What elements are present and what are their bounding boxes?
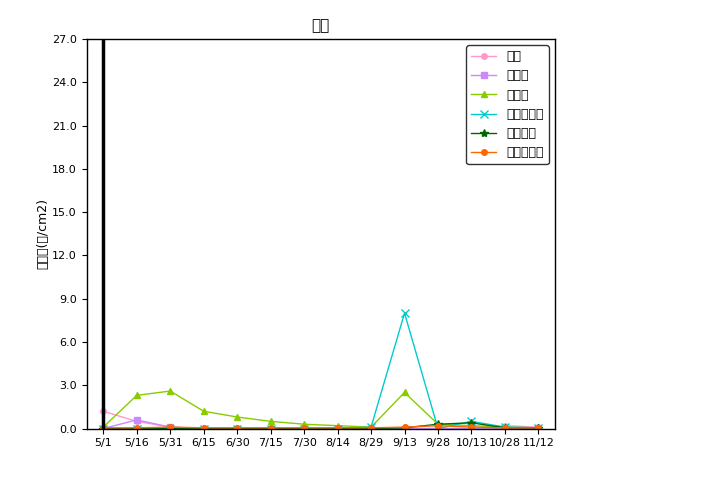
ブタクサ属 [400, 310, 409, 316]
ブタクサ属 [199, 426, 208, 431]
ヒノキ [199, 426, 208, 431]
ヨモギ属 [266, 426, 275, 431]
スギ [99, 408, 107, 414]
イネ科 [166, 388, 174, 394]
イネ科 [467, 423, 476, 429]
ヒノキ [166, 424, 174, 430]
カナムグラ [433, 423, 442, 429]
イネ科 [333, 423, 342, 429]
ヨモギ属 [233, 426, 242, 431]
Line: カナムグラ: カナムグラ [100, 423, 541, 431]
イネ科 [433, 421, 442, 427]
カナムグラ [266, 425, 275, 431]
カナムグラ [133, 425, 141, 431]
カナムグラ [99, 425, 107, 431]
スギ [467, 426, 476, 431]
イネ科 [133, 393, 141, 398]
ヨモギ属 [99, 426, 107, 431]
Line: ヨモギ属: ヨモギ属 [99, 419, 543, 433]
ヒノキ [266, 426, 275, 431]
スギ [333, 426, 342, 431]
ヨモギ属 [166, 426, 174, 431]
イネ科 [300, 421, 309, 427]
イネ科 [500, 424, 509, 430]
ヨモギ属 [534, 425, 543, 431]
Line: ヒノキ: ヒノキ [100, 417, 541, 431]
ヨモギ属 [433, 421, 442, 427]
Legend: スギ, ヒノキ, イネ科, ブタクサ属, ヨモギ属, カナムグラ: スギ, ヒノキ, イネ科, ブタクサ属, ヨモギ属, カナムグラ [466, 45, 549, 165]
ヨモギ属 [367, 426, 376, 431]
ヨモギ属 [467, 420, 476, 426]
ヨモギ属 [400, 425, 409, 431]
イネ科 [266, 418, 275, 424]
カナムグラ [166, 424, 174, 430]
Line: ブタクサ属: ブタクサ属 [99, 309, 543, 433]
スギ [199, 426, 208, 431]
イネ科 [199, 408, 208, 414]
イネ科 [534, 425, 543, 431]
スギ [534, 424, 543, 430]
カナムグラ [199, 425, 208, 431]
ブタクサ属 [367, 424, 376, 430]
スギ [300, 426, 309, 431]
ブタクサ属 [300, 426, 309, 431]
ブタクサ属 [99, 426, 107, 431]
スギ [500, 423, 509, 429]
Line: イネ科: イネ科 [99, 388, 542, 431]
ヒノキ [333, 426, 342, 431]
ブタクサ属 [333, 426, 342, 431]
スギ [266, 426, 275, 431]
ヒノキ [99, 426, 107, 431]
ブタクサ属 [266, 426, 275, 431]
スギ [233, 426, 242, 431]
イネ科 [233, 414, 242, 420]
ヒノキ [433, 426, 442, 431]
ブタクサ属 [233, 426, 242, 431]
ブタクサ属 [534, 425, 543, 431]
ヒノキ [500, 426, 509, 431]
スギ [400, 426, 409, 431]
カナムグラ [500, 425, 509, 431]
カナムグラ [333, 425, 342, 431]
ヨモギ属 [300, 426, 309, 431]
ヨモギ属 [500, 425, 509, 431]
Y-axis label: 花粉数(個/cm2): 花粉数(個/cm2) [36, 198, 49, 269]
カナムグラ [367, 425, 376, 431]
カナムグラ [400, 424, 409, 430]
Line: スギ: スギ [100, 409, 541, 431]
ヨモギ属 [199, 426, 208, 431]
カナムグラ [233, 425, 242, 431]
ヒノキ [367, 426, 376, 431]
ヒノキ [133, 417, 141, 423]
カナムグラ [467, 424, 476, 430]
ブタクサ属 [166, 426, 174, 431]
ヒノキ [300, 426, 309, 431]
イネ科 [99, 424, 107, 430]
イネ科 [367, 424, 376, 430]
ヨモギ属 [133, 426, 141, 431]
ヒノキ [400, 426, 409, 431]
ブタクサ属 [133, 426, 141, 431]
ヒノキ [534, 426, 543, 431]
カナムグラ [534, 425, 543, 431]
スギ [367, 426, 376, 431]
ブタクサ属 [433, 426, 442, 431]
イネ科 [400, 390, 409, 395]
ブタクサ属 [500, 424, 509, 430]
スギ [433, 426, 442, 431]
ヒノキ [467, 426, 476, 431]
カナムグラ [300, 425, 309, 431]
スギ [166, 424, 174, 430]
スギ [133, 418, 141, 424]
ヨモギ属 [333, 426, 342, 431]
ヒノキ [233, 426, 242, 431]
Title: 府中: 府中 [311, 19, 330, 34]
ブタクサ属 [467, 418, 476, 424]
